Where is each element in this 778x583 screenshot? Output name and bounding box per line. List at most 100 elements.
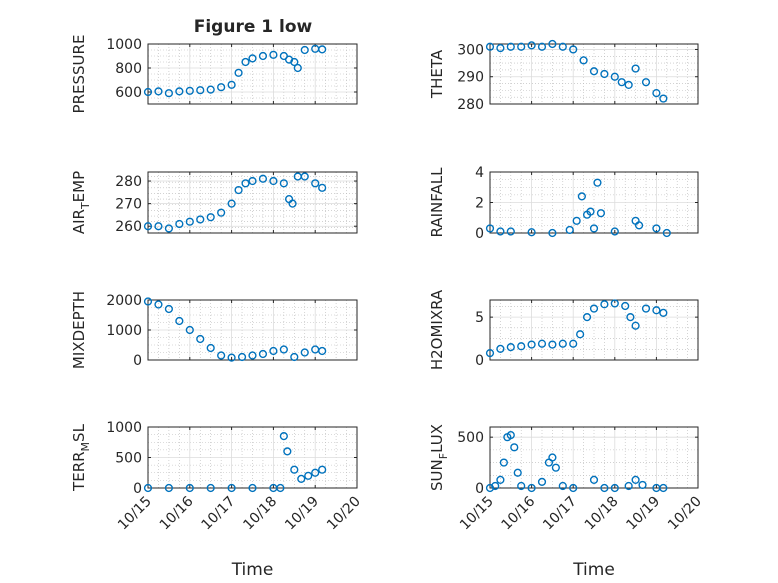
- data-point: [582, 313, 592, 322]
- y-tick-label: 0: [133, 481, 142, 497]
- x-tick-label: 10/19: [282, 494, 322, 534]
- data-point: [600, 69, 609, 79]
- x-tick-label: 10/15: [457, 494, 497, 534]
- y-tick-label: 2000: [106, 293, 142, 309]
- data-point: [527, 483, 536, 493]
- data-point: [631, 64, 640, 73]
- data-point: [589, 304, 599, 313]
- data-point: [318, 45, 327, 54]
- data-point: [537, 477, 547, 487]
- data-point: [234, 185, 243, 195]
- data-point: [659, 94, 668, 103]
- data-point: [610, 483, 619, 493]
- data-point: [631, 321, 640, 330]
- data-point: [496, 475, 505, 484]
- data-point: [652, 306, 661, 315]
- data-point: [537, 42, 547, 51]
- data-point: [513, 468, 522, 477]
- data-point: [196, 334, 205, 344]
- data-point: [217, 83, 226, 92]
- x-tick-label: 10/16: [157, 493, 197, 533]
- data-point: [143, 483, 153, 493]
- data-point: [558, 481, 567, 491]
- y-tick-label: 260: [115, 219, 142, 235]
- data-point: [527, 41, 536, 50]
- data-point: [311, 468, 320, 477]
- y-tick-label: 600: [115, 85, 142, 101]
- data-point: [517, 481, 526, 491]
- subplot-2: 280 290 300 THETA: [428, 39, 699, 113]
- data-point: [258, 174, 268, 183]
- data-point: [276, 483, 285, 493]
- data-point: [596, 209, 606, 218]
- subplot-6: 0 5 H2OMIXRA: [428, 289, 699, 370]
- x-tick-label: 10/18: [582, 494, 622, 534]
- data-point: [175, 316, 184, 326]
- data-point: [258, 349, 268, 359]
- y-tick-label: 0: [475, 226, 484, 242]
- y-axis-label: THETA: [428, 49, 446, 99]
- data-point: [617, 78, 626, 87]
- data-point: [290, 57, 299, 67]
- data-point: [496, 43, 505, 53]
- data-point: [631, 475, 640, 484]
- data-point: [269, 176, 278, 186]
- data-point: [652, 224, 661, 233]
- data-point: [506, 343, 515, 352]
- x-axis-label: Time: [231, 560, 274, 580]
- data-point: [217, 351, 226, 360]
- y-tick-label: 2: [475, 196, 484, 212]
- data-point: [279, 345, 288, 354]
- axes-frame: [147, 43, 358, 105]
- data-point: [279, 432, 288, 441]
- data-point: [196, 215, 205, 224]
- data-point: [485, 42, 495, 51]
- data-point: [551, 463, 560, 472]
- data-point: [638, 480, 647, 490]
- x-tick-label: 10/16: [499, 493, 539, 533]
- data-point: [164, 304, 174, 314]
- data-point: [279, 179, 288, 188]
- data-point: [304, 471, 313, 480]
- data-point: [311, 179, 320, 188]
- data-point: [548, 340, 557, 349]
- y-tick-label: 500: [115, 451, 142, 467]
- x-tick-label: 10/15: [115, 494, 155, 534]
- data-point: [248, 54, 257, 63]
- data-point: [269, 50, 278, 59]
- data-point: [283, 447, 292, 456]
- data-point: [517, 42, 526, 51]
- y-tick-label: 1000: [106, 323, 142, 339]
- data-point: [589, 67, 599, 76]
- data-point: [290, 352, 299, 362]
- data-point: [624, 80, 633, 90]
- data-point: [143, 87, 153, 97]
- y-axis-label: H2OMIXRA: [428, 289, 446, 370]
- data-point: [600, 300, 609, 309]
- data-point: [624, 481, 633, 491]
- axes-frame: [147, 171, 358, 234]
- axes-frame: [489, 299, 699, 361]
- subplot-3: 260 270 280 AIRTEMP: [70, 171, 358, 235]
- data-point: [318, 346, 327, 356]
- data-point: [206, 213, 215, 222]
- y-axis-label: SUNFLUX: [428, 424, 450, 491]
- x-tick-label: 10/18: [240, 494, 280, 534]
- y-axis-label: MIXDEPTH: [70, 291, 88, 369]
- data-point: [217, 208, 226, 217]
- data-point: [589, 475, 599, 484]
- data-point: [610, 227, 619, 236]
- data-point: [659, 308, 668, 317]
- data-point: [485, 349, 495, 358]
- data-point: [227, 483, 236, 493]
- x-tick-label: 10/17: [199, 494, 239, 534]
- data-point: [589, 224, 599, 233]
- y-tick-label: 1000: [106, 420, 142, 436]
- data-point: [300, 45, 309, 55]
- y-tick-label: 5: [475, 310, 484, 326]
- data-point: [572, 216, 581, 225]
- subplot-4: 0 2 4 RAINFALL: [428, 165, 699, 242]
- y-tick-label: 1000: [106, 37, 142, 53]
- axes-frame: [489, 43, 699, 105]
- data-point: [234, 68, 243, 77]
